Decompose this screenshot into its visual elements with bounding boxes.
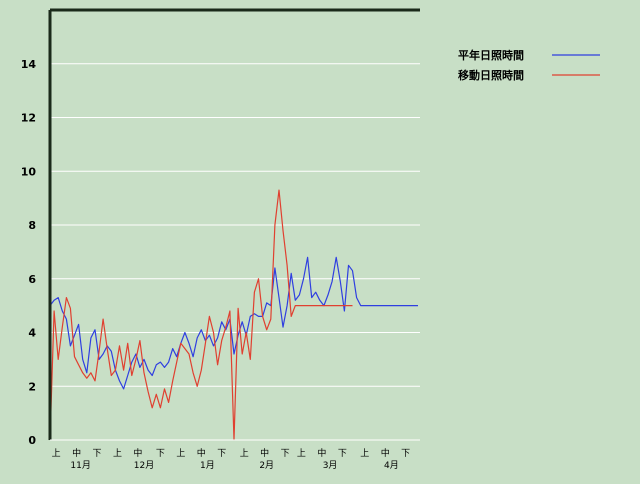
x-month-label: 11月 (70, 460, 90, 471)
x-tick-label: 上 (113, 448, 122, 459)
x-tick-label: 上 (360, 448, 369, 459)
series-line-1 (49, 189, 353, 441)
x-tick-label: 上 (52, 448, 61, 459)
x-month-label: 2月 (259, 460, 274, 471)
x-tick-label: 中 (381, 447, 390, 459)
x-tick-label: 下 (217, 449, 226, 459)
y-tick-label: 12 (21, 112, 36, 125)
y-tick-label: 8 (28, 219, 36, 232)
x-tick-label: 上 (240, 448, 249, 459)
y-tick-label: 0 (28, 434, 36, 447)
y-tick-labels: 0 2 4 6 8 10 12 14 (21, 58, 37, 447)
legend-label-0: 平年日照時間 (458, 48, 524, 62)
x-tick-label: 上 (297, 448, 306, 459)
x-tick-label: 下 (281, 449, 290, 459)
x-tick-label: 上 (176, 448, 185, 459)
y-tick-label: 6 (28, 273, 36, 286)
x-tick-label: 下 (93, 449, 102, 459)
x-tick-label: 中 (72, 447, 81, 459)
x-month-label: 3月 (323, 460, 338, 471)
x-tick-label: 中 (133, 447, 142, 459)
axes (48, 8, 420, 441)
legend-label-1: 移動日照時間 (458, 68, 524, 82)
x-tick-label: 下 (401, 449, 410, 459)
x-tick-label: 中 (317, 447, 326, 459)
y-tick-label: 10 (21, 165, 37, 178)
series-line-0 (49, 256, 418, 390)
gridlines (50, 63, 420, 387)
y-tick-label: 4 (28, 327, 36, 340)
y-tick-label: 14 (21, 58, 37, 71)
x-month-label: 1月 (200, 460, 215, 471)
x-month-label: 12月 (134, 460, 154, 471)
y-tick-label: 2 (28, 380, 36, 393)
x-tick-label: 中 (197, 447, 206, 459)
series-lines (49, 189, 418, 441)
x-month-label: 4月 (384, 460, 399, 471)
x-tick-label: 中 (260, 447, 269, 459)
x-tick-label: 下 (156, 449, 165, 459)
x-tick-label: 下 (338, 449, 347, 459)
x-tick-labels: 上中下上中下上中下上中下上中下上中下11月 12月 1月 2月 3月 4月 (52, 447, 411, 471)
